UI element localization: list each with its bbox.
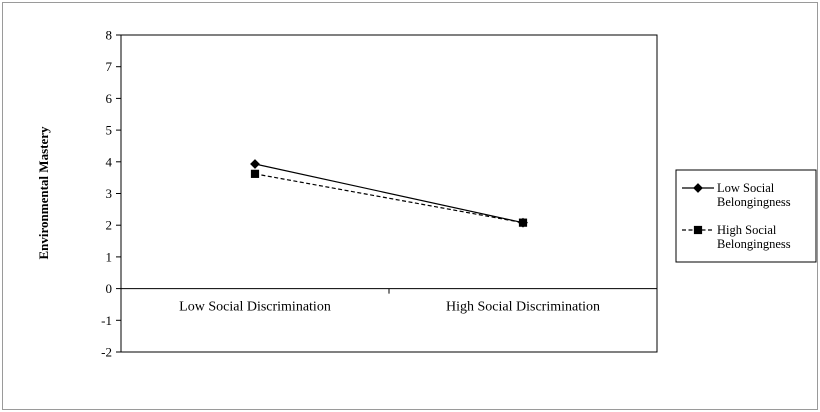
legend-marker (693, 183, 703, 193)
y-tick-label: 2 (106, 218, 113, 233)
legend-marker (693, 225, 703, 235)
legend-label: Belongingness (717, 195, 791, 209)
series-line-1 (254, 163, 524, 224)
y-tick-label: 7 (106, 59, 113, 74)
plot-area: 8 7 6 5 4 3 2 1 0 -1 -2 Low Social Discrimination Hi… (101, 28, 658, 360)
y-tick-label: 1 (106, 249, 113, 264)
data-point (250, 159, 260, 169)
legend-label: High Social (717, 223, 777, 237)
y-tick-label: 3 (106, 186, 113, 201)
series-line-2 (254, 173, 524, 224)
y-axis-label: Environmental Mastery (36, 126, 51, 259)
data-point (518, 218, 528, 227)
x-category-label: Low Social Discrimination (179, 300, 331, 315)
y-tick-label: 8 (106, 28, 113, 43)
y-tick-label: -2 (101, 345, 112, 360)
y-tick-label: 0 (106, 281, 113, 296)
x-category-label: High Social Discrimination (446, 300, 600, 315)
y-tick-label: -1 (101, 313, 112, 328)
y-tick-label: 6 (106, 91, 113, 106)
legend-label: Belongingness (717, 237, 791, 251)
y-tick-label: 5 (106, 123, 113, 138)
y-tick-label: 4 (106, 154, 113, 169)
legend-label: Low Social (717, 181, 775, 195)
data-point (250, 169, 260, 178)
